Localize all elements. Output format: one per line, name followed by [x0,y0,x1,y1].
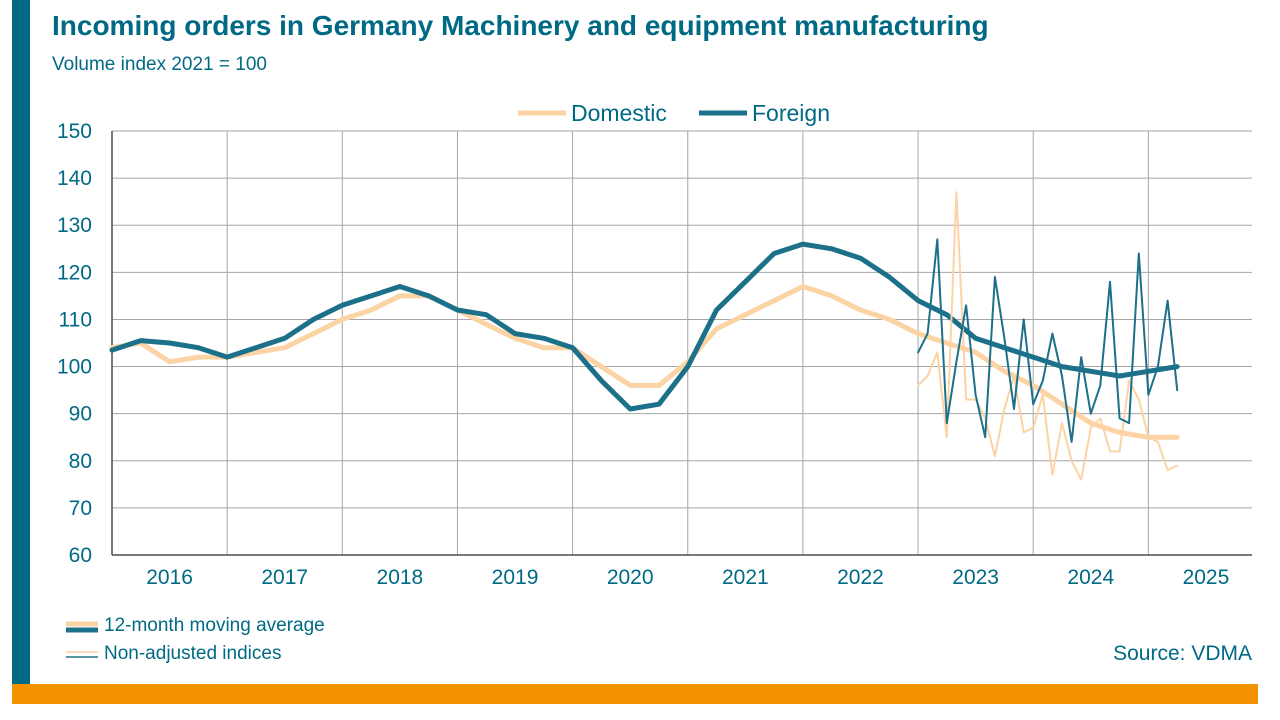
x-tick-label: 2018 [377,566,424,589]
foreign-moving-average-line [109,241,1180,412]
chart-subtitle: Volume index 2021 = 100 [52,54,267,75]
non-adjusted-note: Non-adjusted indices [104,643,282,664]
bottom-accent-bar [12,684,1258,704]
axes: 60 70 80 90 100 110 120 130 140 150 2016 2017 2018 20… [57,120,1252,589]
y-tick-label: 140 [57,167,92,190]
y-tick-label: 70 [69,497,92,520]
legend-label-foreign: Foreign [752,100,830,126]
grid [111,130,1252,556]
x-tick-label: 2019 [492,566,539,589]
y-tick-label: 110 [59,308,92,331]
x-tick-label: 2020 [607,566,654,589]
x-tick-label: 2021 [722,566,769,589]
x-tick-label: 2017 [261,566,308,589]
x-tick-label: 2024 [1067,566,1114,589]
y-tick-label: 80 [69,450,92,473]
source-note: Source: VDMA [1113,642,1252,665]
moving-average-swatch-icon [66,621,98,633]
domestic-non-adjusted-line [917,191,1179,481]
chart-title: Incoming orders in Germany Machinery and… [52,10,989,41]
x-tick-label: 2022 [837,566,884,589]
y-tick-label: 120 [57,261,92,284]
y-tick-label: 130 [57,214,92,237]
left-accent-bar [12,0,30,700]
legend-label-domestic: Domestic [571,100,667,126]
x-tick-label: 2016 [146,566,193,589]
legend: Domestic Foreign [518,100,830,126]
y-tick-label: 60 [69,544,92,567]
domestic-moving-average-line [109,284,1180,440]
non-adjusted-swatch-icon [66,651,98,658]
series [109,191,1180,481]
x-tick-label: 2025 [1183,566,1230,589]
y-tick-label: 100 [57,356,92,379]
foreign-non-adjusted-line [917,238,1179,443]
moving-average-note: 12-month moving average [104,615,325,636]
y-tick-label: 90 [69,403,92,426]
x-tick-label: 2023 [952,566,999,589]
y-tick-label: 150 [57,120,92,143]
